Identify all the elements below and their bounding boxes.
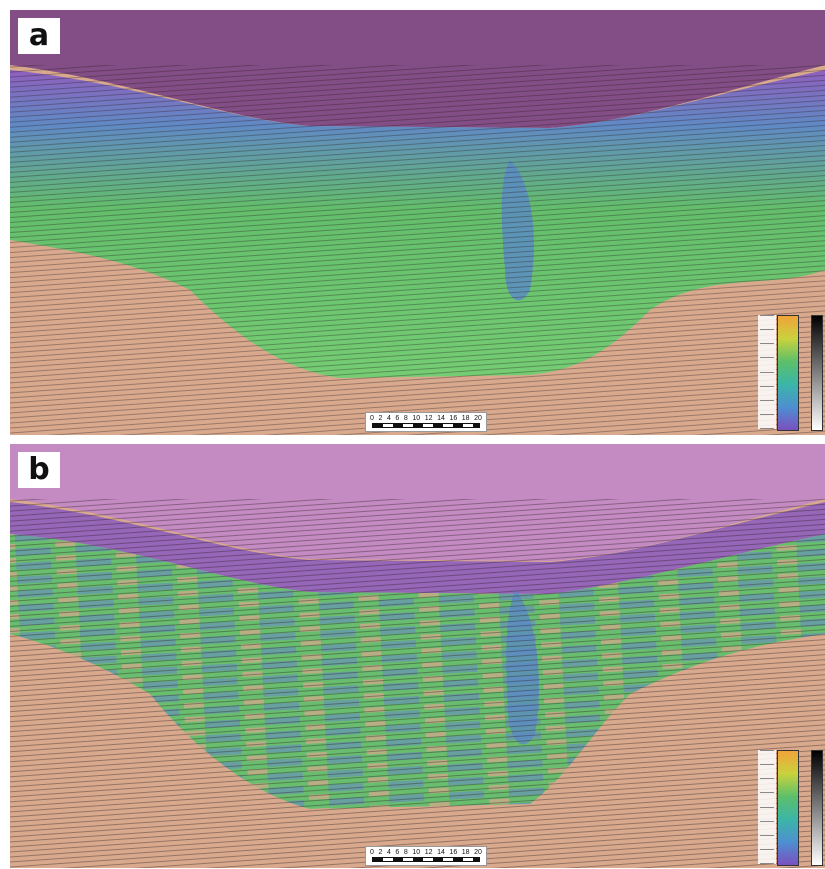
scale-bar: 0 2 4 6 8 10 12 14 16 18 20 bbox=[365, 846, 487, 866]
seismic-section-a bbox=[10, 10, 825, 435]
reflector-texture bbox=[10, 499, 825, 868]
velocity-colorbar bbox=[777, 315, 799, 431]
scale-ticks: 0 2 4 6 8 10 12 14 16 18 20 bbox=[370, 415, 482, 422]
scale-bar: 0 2 4 6 8 10 12 14 16 18 20 bbox=[365, 412, 487, 432]
colorbar-ticks bbox=[758, 315, 776, 429]
seismic-section-b bbox=[10, 444, 825, 868]
scale-line bbox=[372, 857, 480, 862]
colorbar-ticks bbox=[758, 750, 776, 864]
reflector-texture bbox=[10, 65, 825, 435]
velocity-colorbar bbox=[777, 750, 799, 866]
amplitude-colorbar bbox=[811, 750, 823, 866]
scale-line bbox=[372, 423, 480, 428]
seismic-panel-a: a 0 2 4 6 8 10 12 14 16 18 20 bbox=[10, 10, 825, 435]
scale-ticks: 0 2 4 6 8 10 12 14 16 18 20 bbox=[370, 849, 482, 856]
panel-label: b bbox=[18, 452, 60, 488]
seismic-panel-b: b 0 2 4 6 8 10 12 14 16 18 20 bbox=[10, 444, 825, 868]
panel-label: a bbox=[18, 18, 60, 54]
amplitude-colorbar bbox=[811, 315, 823, 431]
